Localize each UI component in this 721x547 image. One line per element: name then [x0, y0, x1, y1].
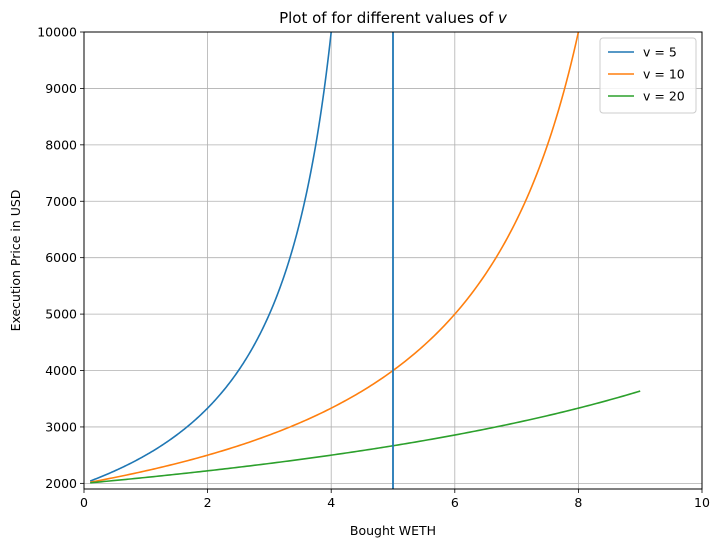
- chart-title: Plot of for different values of v: [279, 9, 508, 27]
- y-tick-label: 3000: [45, 419, 77, 434]
- legend-label: v = 5: [643, 45, 677, 60]
- legend-label: v = 10: [643, 67, 685, 82]
- y-tick-label: 7000: [45, 194, 77, 209]
- y-tick-label: 9000: [45, 81, 77, 96]
- series-group: [89, 31, 641, 489]
- x-tick-label: 4: [327, 495, 335, 510]
- plot-frame: [83, 31, 703, 490]
- x-tick-label: 2: [204, 495, 212, 510]
- ticks: 0 2 4 6 8 10 2000 3000 4000 5000 6000 7000 8000 9000 1…: [37, 25, 710, 511]
- x-axis-label: Bought WETH: [350, 523, 436, 538]
- x-tick-label: 8: [574, 495, 582, 510]
- series-line: [90, 31, 580, 484]
- legend-label: v = 20: [643, 89, 685, 104]
- series-line: [89, 31, 332, 482]
- y-tick-label: 5000: [45, 307, 77, 322]
- x-tick-label: 0: [80, 495, 88, 510]
- legend: v = 5 v = 10 v = 20: [599, 37, 697, 114]
- y-tick-label: 6000: [45, 250, 77, 265]
- y-axis-label: Execution Price in USD: [8, 190, 23, 332]
- y-tick-label: 8000: [45, 137, 77, 152]
- series-line: [90, 390, 641, 484]
- y-tick-label: 2000: [45, 476, 77, 491]
- y-tick-label: 10000: [37, 25, 77, 40]
- legend-box: [599, 37, 697, 114]
- y-tick-label: 4000: [45, 363, 77, 378]
- x-tick-label: 10: [694, 495, 710, 510]
- x-tick-label: 6: [451, 495, 459, 510]
